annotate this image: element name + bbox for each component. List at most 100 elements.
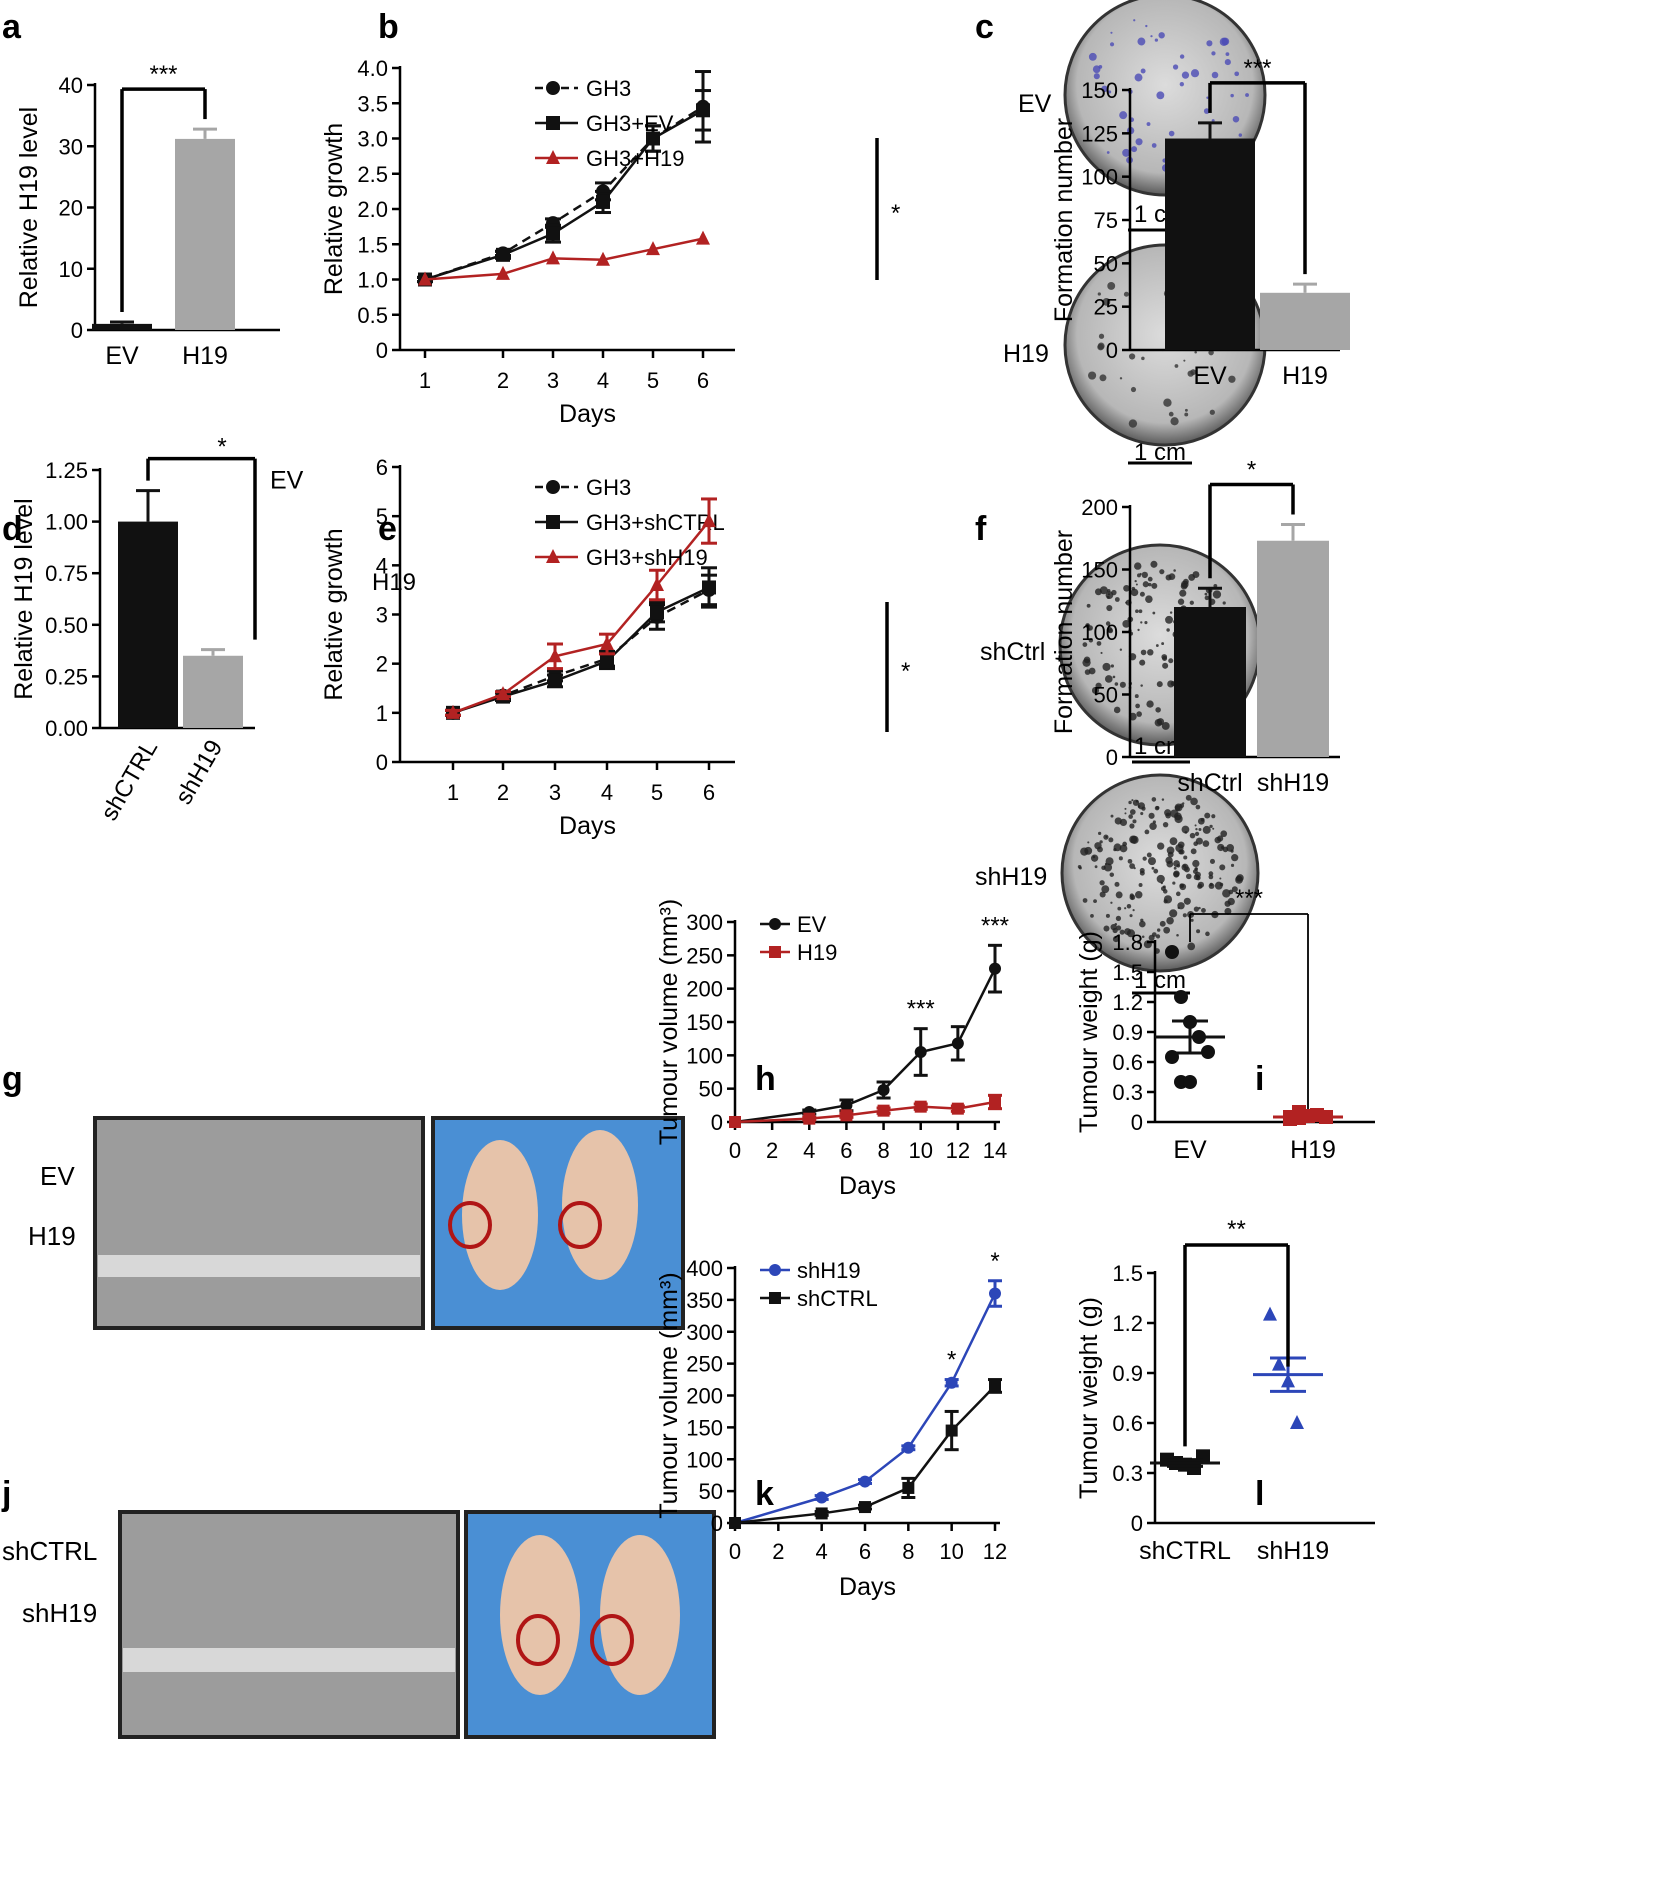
- colony-dot: [1245, 93, 1249, 97]
- colony-dot: [1209, 858, 1216, 864]
- x-tick-label: EV: [105, 342, 139, 370]
- data-point: [1263, 1306, 1277, 1321]
- colony-dot: [1114, 881, 1120, 887]
- data-point: [646, 241, 660, 256]
- data-point: [546, 226, 560, 241]
- colony-dot: [1145, 24, 1148, 28]
- colony-dot: [1211, 814, 1216, 819]
- x-tick-label: 6: [840, 1138, 852, 1163]
- y-tick-label: 400: [686, 1256, 723, 1281]
- colony-dot: [1162, 662, 1169, 669]
- bar: [92, 323, 152, 330]
- colony-dot: [1152, 820, 1156, 824]
- colony-dot: [1230, 863, 1235, 867]
- data-point: [546, 250, 560, 265]
- panel-label-f: f: [975, 510, 987, 548]
- colony-dot: [1209, 824, 1213, 829]
- panel-label-h: h: [755, 1060, 776, 1098]
- colony-dot: [1104, 862, 1108, 865]
- data-point: [650, 577, 664, 591]
- tumour-tray-image: [118, 1510, 460, 1739]
- colony-dot: [1141, 935, 1145, 938]
- series-line: [452, 588, 710, 715]
- colony-dot: [1177, 902, 1185, 910]
- y-tick-label: 100: [1081, 620, 1118, 645]
- colony-dot: [1189, 832, 1196, 839]
- x-tick-label: H19: [1282, 362, 1328, 390]
- colony-dot: [1112, 935, 1120, 943]
- x-tick-label: EV: [1173, 1136, 1207, 1164]
- colony-dot: [1174, 364, 1179, 368]
- y-axis-label: Tumour weight (g): [1075, 1297, 1103, 1499]
- colony-dot: [1154, 718, 1163, 727]
- y-tick-label: 0.25: [45, 664, 88, 689]
- colony-dot: [1088, 52, 1097, 61]
- colony-dot: [1137, 802, 1145, 810]
- colony-dot: [1179, 883, 1185, 889]
- colony-dot: [1101, 85, 1108, 93]
- row-label-shh19: shH19: [22, 1598, 97, 1628]
- colony-dot: [1110, 31, 1113, 34]
- colony-dot: [1085, 623, 1091, 628]
- x-axis-label: Days: [559, 812, 616, 840]
- colony-dot: [1119, 844, 1128, 853]
- colony-dot: [1150, 560, 1158, 568]
- panel-label-i: i: [1255, 1060, 1264, 1098]
- legend-marker: [546, 480, 560, 494]
- colony-dot: [1208, 883, 1215, 889]
- colony-dot: [1181, 71, 1190, 79]
- colony-dot: [1212, 827, 1215, 830]
- colony-dot: [1126, 903, 1132, 909]
- dish-shh19-image: [1060, 773, 1260, 973]
- colony-dot: [1192, 859, 1200, 868]
- colony-dot: [1130, 386, 1137, 393]
- colony-dot: [1119, 929, 1125, 935]
- tumour-tray-image: [93, 1116, 425, 1330]
- colony-dot: [1183, 359, 1186, 362]
- colony-dot: [1147, 649, 1154, 656]
- colony-dot: [1154, 805, 1160, 811]
- colony-dot: [1172, 64, 1179, 70]
- colony-dot: [1148, 582, 1152, 587]
- colony-dot: [1134, 73, 1143, 82]
- data-point: [859, 1475, 871, 1488]
- x-tick-label: EV: [1193, 362, 1227, 390]
- data-point: [989, 1287, 1001, 1300]
- colony-dot: [1114, 597, 1120, 602]
- colony-dot: [1232, 115, 1240, 123]
- colony-dot: [1148, 812, 1155, 819]
- colony-dot: [1163, 926, 1171, 934]
- data-point: [945, 1424, 958, 1437]
- colony-dot: [1176, 864, 1181, 868]
- colony-dot: [1129, 823, 1135, 829]
- colony-dot: [1208, 874, 1214, 880]
- colony-dot: [1183, 866, 1190, 873]
- x-tick-label: 2: [497, 780, 509, 805]
- y-tick-label: 150: [1081, 78, 1118, 103]
- colony-dot: [1098, 333, 1105, 339]
- colony-dot: [1146, 852, 1152, 858]
- legend-marker: [546, 515, 560, 529]
- colony-dot: [1217, 835, 1224, 842]
- colony-dot: [1206, 40, 1213, 47]
- chart-l: 0 0.3 0.6 0.9 1.2 1.5 Tumour weight (g) shCTRL s…: [1075, 1216, 1375, 1565]
- colony-dot: [1146, 700, 1154, 708]
- colony-dot: [1190, 918, 1194, 922]
- colony-dot: [1205, 931, 1210, 937]
- colony-dot: [1159, 569, 1165, 575]
- significance-stars: ***: [907, 996, 935, 1023]
- colony-dot: [1119, 377, 1123, 380]
- colony-dot: [1100, 651, 1103, 654]
- colony-dot: [1195, 804, 1201, 810]
- colony-dot: [1185, 873, 1192, 880]
- colony-dot: [1169, 611, 1173, 614]
- series-line: [424, 237, 704, 281]
- colony-dot: [1119, 648, 1123, 651]
- colony-dot: [1151, 582, 1158, 589]
- x-tick-label: 6: [859, 1539, 871, 1564]
- panel-label-l: l: [1255, 1475, 1264, 1513]
- colony-dot: [1129, 893, 1134, 898]
- colony-dot: [1155, 934, 1161, 939]
- tumour-circle: [558, 1201, 602, 1249]
